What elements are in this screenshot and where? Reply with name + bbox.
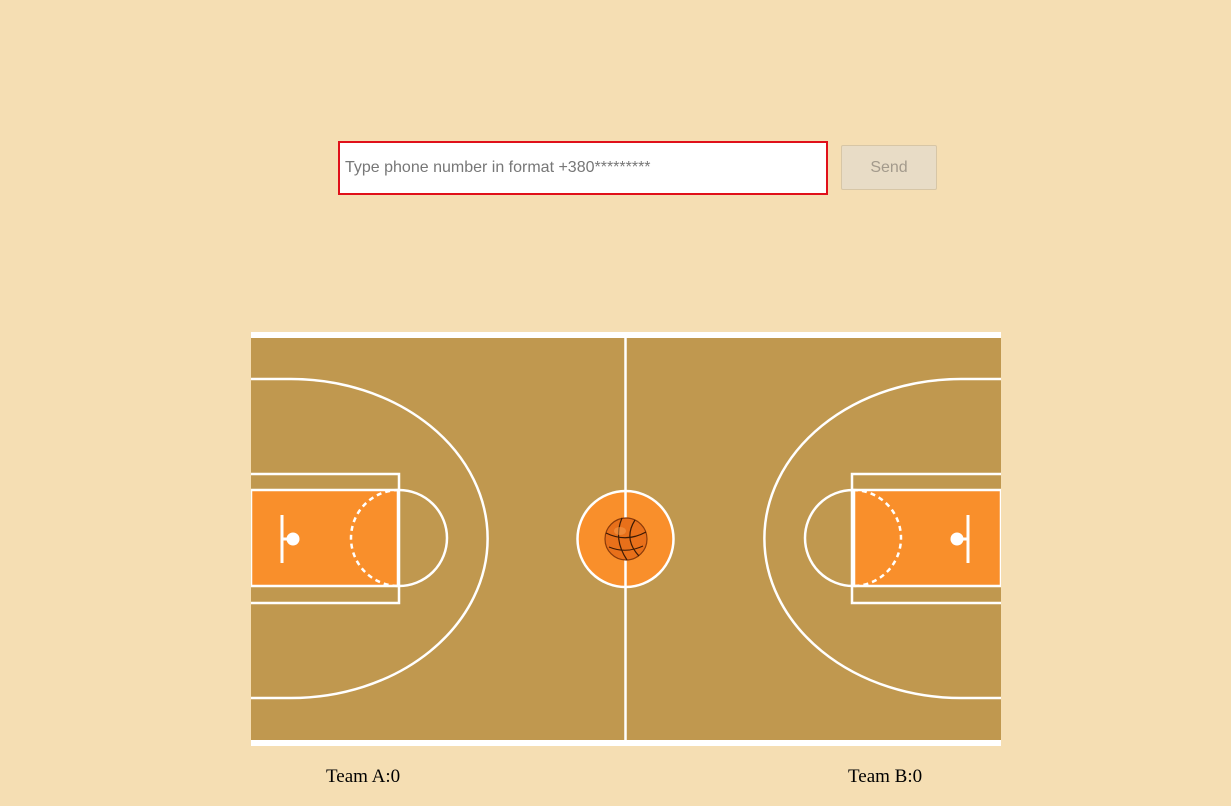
right-lane-box bbox=[850, 472, 1001, 605]
basketball-icon[interactable] bbox=[604, 517, 648, 561]
right-paint bbox=[852, 488, 1001, 588]
team-a-score: Team A:0 bbox=[326, 766, 401, 787]
left-three-point-line bbox=[251, 377, 489, 700]
right-free-throw-arc-dashed bbox=[852, 488, 903, 588]
left-paint bbox=[251, 488, 400, 588]
left-rim bbox=[286, 532, 300, 546]
left-free-throw-arc bbox=[398, 488, 449, 588]
right-free-throw-arc bbox=[803, 488, 854, 588]
left-free-throw-arc-dashed bbox=[349, 488, 400, 588]
basketball-court bbox=[251, 332, 1001, 746]
right-three-point-line bbox=[763, 377, 1001, 700]
right-rim bbox=[950, 532, 964, 546]
team-b-score: Team B:0 bbox=[848, 766, 923, 787]
send-button[interactable]: Send bbox=[841, 145, 937, 190]
phone-number-input[interactable] bbox=[338, 141, 828, 195]
